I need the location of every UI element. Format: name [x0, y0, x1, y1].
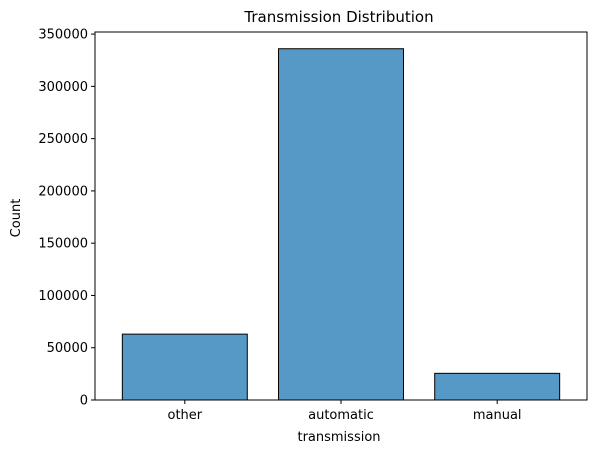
y-tick-label: 200000 — [38, 184, 88, 199]
y-tick-label: 0 — [80, 394, 88, 409]
bar-manual — [434, 372, 561, 401]
plot-frame — [94, 31, 588, 401]
y-tick-label: 250000 — [38, 132, 88, 147]
bar-automatic — [278, 48, 404, 401]
x-tick-label-manual: manual — [473, 408, 522, 423]
y-axis-label: Count — [9, 199, 24, 238]
plot-area — [121, 48, 561, 401]
chart-title: Transmission Distribution — [243, 8, 433, 26]
y-tick-label: 150000 — [38, 237, 88, 252]
y-tick-label: 350000 — [38, 28, 88, 43]
y-tick-label: 100000 — [38, 289, 88, 304]
x-tick-label-automatic: automatic — [308, 408, 374, 423]
x-axis: other automatic manual — [167, 400, 522, 423]
y-axis: 0 50000 100000 150000 200000 250000 300000 3500… — [38, 28, 95, 409]
bar-other — [121, 333, 248, 401]
x-tick-label-other: other — [167, 408, 202, 423]
y-tick-label: 300000 — [38, 80, 88, 95]
x-axis-label: transmission — [297, 430, 380, 445]
y-tick-label: 50000 — [47, 341, 88, 356]
